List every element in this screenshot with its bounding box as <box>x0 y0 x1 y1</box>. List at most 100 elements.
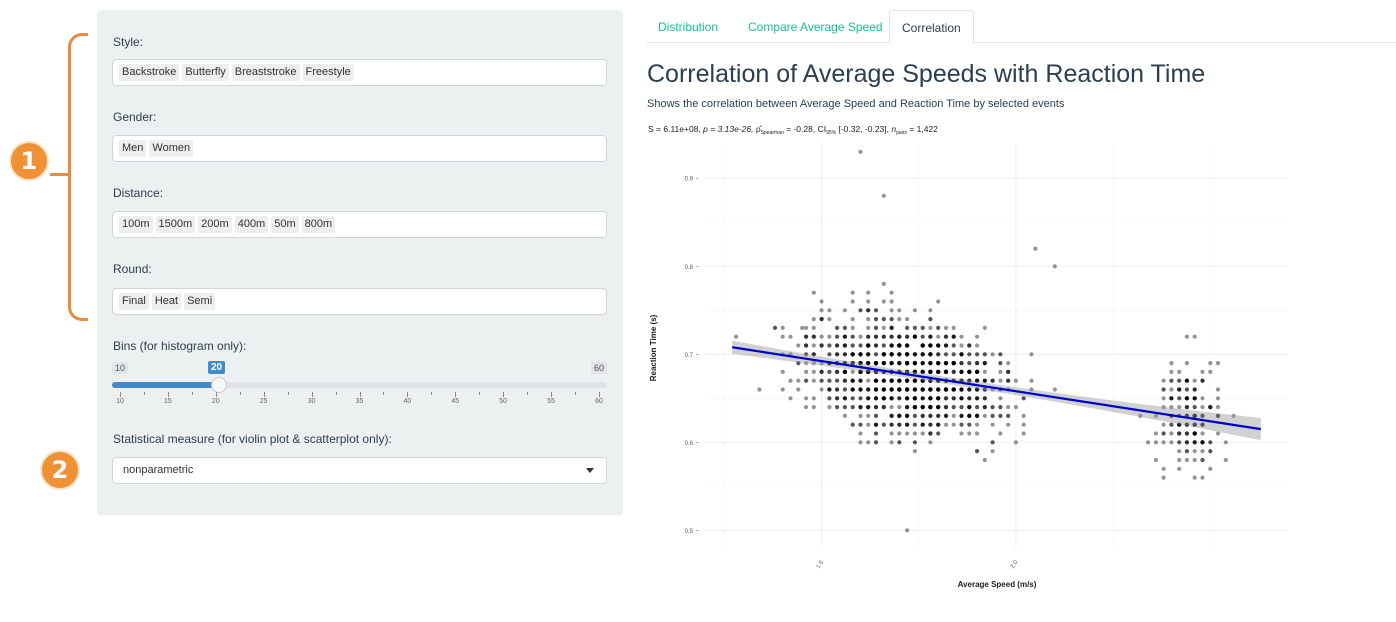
data-point <box>928 405 933 410</box>
bins-slider[interactable]: 10 60 20 10 15 20 25 30 35 40 45 50 55 60 <box>112 361 607 412</box>
style-tag[interactable]: Breaststroke <box>231 64 300 81</box>
data-point <box>873 440 879 445</box>
data-point <box>959 369 964 374</box>
data-point <box>1029 387 1034 392</box>
distance-tag[interactable]: 100m <box>119 216 153 233</box>
data-point <box>804 334 809 339</box>
data-point <box>959 405 964 410</box>
round-tag[interactable]: Semi <box>184 293 216 310</box>
round-tag[interactable]: Heat <box>151 293 182 310</box>
data-point <box>975 431 980 436</box>
data-point <box>858 431 863 436</box>
data-point <box>967 352 972 357</box>
data-point <box>936 343 941 348</box>
data-point <box>804 334 809 339</box>
distance-select[interactable]: 100m 1500m 200m 400m 50m 800m <box>112 211 607 238</box>
data-point <box>943 405 949 410</box>
data-point <box>842 396 847 401</box>
data-point <box>1184 431 1189 436</box>
data-point <box>943 343 949 348</box>
data-point <box>928 431 933 436</box>
data-point <box>920 343 925 348</box>
data-point <box>811 378 816 383</box>
data-point <box>905 343 910 348</box>
data-point <box>866 343 871 348</box>
data-point <box>842 334 847 339</box>
data-point <box>1192 396 1197 401</box>
data-point <box>928 405 933 410</box>
data-point <box>943 369 949 374</box>
data-point <box>936 343 941 348</box>
data-point <box>928 387 933 392</box>
data-point <box>1192 422 1197 427</box>
chevron-down-icon[interactable] <box>586 468 594 473</box>
data-point <box>943 369 949 374</box>
data-point <box>873 369 879 374</box>
annotation-badge-2: 2 <box>40 450 80 490</box>
regression-line <box>732 346 1261 431</box>
data-point <box>912 396 917 401</box>
data-point <box>905 378 910 383</box>
data-point <box>858 352 863 357</box>
data-point <box>928 343 933 348</box>
data-point <box>920 378 925 383</box>
data-point <box>936 387 941 392</box>
data-point <box>905 361 910 366</box>
data-point <box>951 361 956 366</box>
data-point <box>1169 396 1174 401</box>
data-point <box>1006 413 1011 418</box>
data-point <box>850 352 855 357</box>
data-point <box>912 422 917 427</box>
data-point <box>936 361 941 366</box>
y-tick-label: 0.6 <box>685 441 694 447</box>
data-point <box>897 387 902 392</box>
data-point <box>850 387 855 392</box>
gender-tag[interactable]: Women <box>149 140 194 157</box>
data-point <box>920 405 925 410</box>
data-point <box>936 422 941 427</box>
distance-tag[interactable]: 400m <box>234 216 269 233</box>
data-point <box>943 334 949 339</box>
data-point <box>928 378 933 383</box>
tab-correlation[interactable]: Correlation <box>889 10 974 43</box>
data-point <box>928 343 933 348</box>
data-point <box>928 422 933 427</box>
data-point <box>982 413 987 418</box>
style-select[interactable]: Backstroke Butterfly Breaststroke Freest… <box>112 59 607 86</box>
tab-distribution[interactable]: Distribution <box>658 20 719 34</box>
stat-ci: [-0.32, -0.23], <box>836 124 891 134</box>
data-point <box>936 369 941 374</box>
style-tag[interactable]: Butterfly <box>182 64 229 81</box>
distance-tag[interactable]: 800m <box>301 216 336 233</box>
data-point <box>967 343 972 348</box>
data-point <box>866 361 871 366</box>
distance-tag[interactable]: 1500m <box>155 216 196 233</box>
style-tag[interactable]: Backstroke <box>119 64 180 81</box>
data-point <box>959 396 964 401</box>
data-point <box>873 361 879 366</box>
slider-handle[interactable] <box>211 377 227 393</box>
distance-tag[interactable]: 50m <box>271 216 299 233</box>
data-point <box>959 369 964 374</box>
slider-track[interactable] <box>112 382 607 388</box>
data-point <box>850 405 855 410</box>
data-point <box>951 405 956 410</box>
data-point <box>1021 396 1026 401</box>
round-select[interactable]: Final Heat Semi <box>112 288 607 315</box>
style-tag[interactable]: Freestyle <box>302 64 354 81</box>
gender-tag[interactable]: Men <box>119 140 147 157</box>
tab-compare-average-speed[interactable]: Compare Average Speed <box>748 20 883 34</box>
round-tag[interactable]: Final <box>119 293 149 310</box>
data-point <box>866 369 871 374</box>
gender-select[interactable]: Men Women <box>112 135 607 162</box>
stat-label: Statistical measure (for violin plot & s… <box>113 432 392 446</box>
data-point <box>905 352 910 357</box>
stat-measure-select[interactable]: nonparametric <box>112 457 607 484</box>
data-point <box>1153 431 1158 436</box>
distance-tag[interactable]: 200m <box>198 216 232 233</box>
data-point <box>850 378 855 383</box>
data-point <box>912 369 917 374</box>
data-point <box>873 361 879 366</box>
data-point <box>897 361 902 366</box>
data-point <box>920 361 925 366</box>
